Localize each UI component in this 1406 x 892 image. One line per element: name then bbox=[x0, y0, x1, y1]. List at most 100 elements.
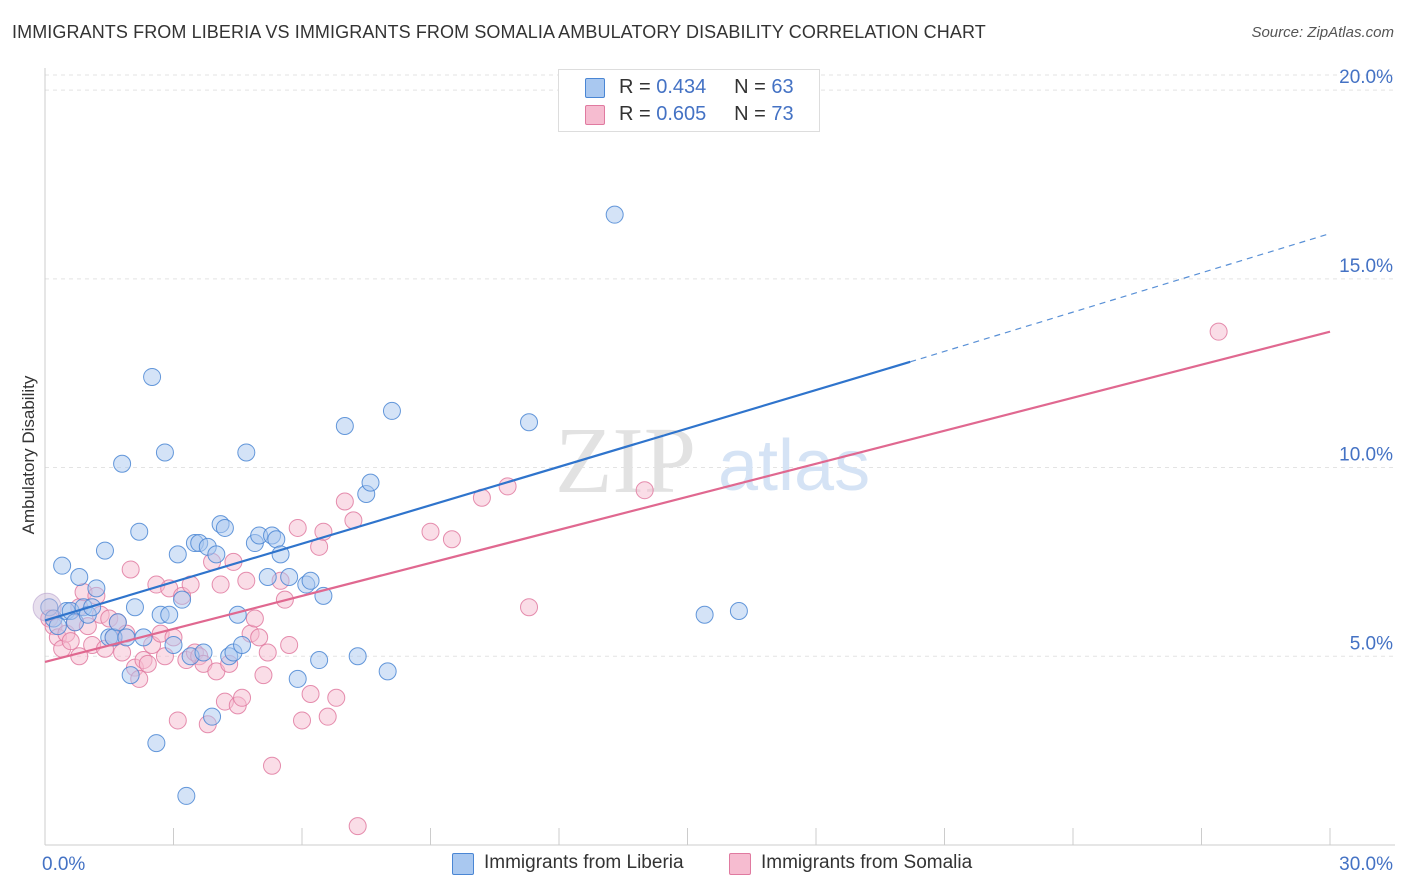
liberia-point bbox=[288, 669, 307, 688]
somalia-point bbox=[327, 688, 346, 707]
somalia-trend-line bbox=[44, 330, 1331, 664]
liberia-point bbox=[125, 598, 144, 617]
liberia-point bbox=[335, 417, 354, 436]
liberia-point bbox=[164, 635, 183, 654]
liberia-point bbox=[301, 571, 320, 590]
liberia-point bbox=[130, 522, 149, 541]
liberia-point bbox=[108, 613, 127, 632]
somalia-point bbox=[168, 711, 187, 730]
somalia-point bbox=[520, 598, 539, 617]
somalia-point bbox=[288, 518, 307, 537]
somalia-point bbox=[1209, 322, 1228, 341]
liberia-point bbox=[87, 579, 106, 598]
liberia-point bbox=[194, 643, 213, 662]
liberia-point bbox=[173, 590, 192, 609]
n-label: N = bbox=[734, 103, 766, 125]
somalia-point bbox=[61, 632, 80, 651]
liberia-point bbox=[348, 647, 367, 666]
liberia-point bbox=[215, 518, 234, 537]
liberia-n-value: 63 bbox=[771, 76, 794, 98]
somalia-point bbox=[211, 575, 230, 594]
liberia-point bbox=[155, 443, 174, 462]
y-axis-label: Ambulatory Disability bbox=[19, 375, 38, 534]
liberia-point bbox=[271, 545, 290, 564]
liberia-point bbox=[237, 443, 256, 462]
liberia-points bbox=[32, 205, 748, 805]
liberia-point bbox=[95, 541, 114, 560]
r-label: R = bbox=[619, 103, 651, 125]
liberia-trend-line bbox=[44, 360, 911, 622]
liberia-point bbox=[121, 666, 140, 685]
liberia-point bbox=[310, 651, 329, 670]
somalia-point bbox=[121, 560, 140, 579]
somalia-point bbox=[138, 654, 157, 673]
liberia-point bbox=[207, 545, 226, 564]
y-tick-label: 20.0% bbox=[1339, 67, 1393, 88]
watermark-atlas: atlas bbox=[718, 426, 870, 506]
y-tick-label: 15.0% bbox=[1339, 256, 1393, 277]
y-tick-label: 10.0% bbox=[1339, 445, 1393, 466]
liberia-r-value: 0.434 bbox=[656, 76, 707, 98]
liberia-point bbox=[160, 605, 179, 624]
liberia-legend-label: Immigrants from Liberia bbox=[484, 852, 684, 873]
somalia-point bbox=[293, 711, 311, 730]
x-tick-label-min: 0.0% bbox=[42, 854, 85, 875]
somalia-point bbox=[280, 635, 299, 654]
liberia-legend-swatch bbox=[452, 853, 474, 875]
somalia-r-value: 0.605 bbox=[656, 103, 707, 125]
correlation-legend: R = 0.434 N = 63 R = 0.605 N = 73 bbox=[558, 69, 820, 132]
liberia-point bbox=[729, 601, 748, 620]
n-label: N = bbox=[734, 76, 766, 98]
somalia-point bbox=[263, 756, 282, 775]
liberia-point bbox=[147, 734, 166, 753]
liberia-swatch bbox=[585, 78, 605, 98]
somalia-point bbox=[442, 530, 461, 549]
liberia-point bbox=[280, 568, 299, 587]
somalia-point bbox=[335, 492, 354, 511]
liberia-trend-extension bbox=[910, 232, 1331, 363]
liberia-point bbox=[378, 662, 397, 681]
somalia-point bbox=[301, 685, 320, 704]
somalia-points bbox=[40, 322, 1228, 836]
somalia-n-value: 73 bbox=[771, 103, 794, 125]
liberia-point bbox=[177, 786, 196, 805]
x-tick-label-max: 30.0% bbox=[1339, 854, 1393, 875]
liberia-point bbox=[113, 454, 132, 473]
somalia-point bbox=[237, 571, 256, 590]
r-label: R = bbox=[619, 76, 651, 98]
liberia-point bbox=[53, 556, 72, 575]
somalia-point bbox=[348, 817, 367, 836]
somalia-legend-swatch bbox=[729, 853, 751, 875]
liberia-point bbox=[605, 205, 624, 224]
liberia-point bbox=[520, 413, 539, 432]
somalia-point bbox=[113, 643, 132, 662]
x-tick-labels: 0.0% 30.0% bbox=[42, 854, 1393, 875]
liberia-point bbox=[361, 473, 380, 492]
y-tick-labels: 5.0% 10.0% 15.0% 20.0% bbox=[1339, 67, 1393, 654]
somalia-point bbox=[233, 688, 252, 707]
liberia-point bbox=[695, 605, 714, 624]
y-tick-label: 5.0% bbox=[1350, 633, 1393, 654]
trend-lines bbox=[44, 232, 1331, 664]
somalia-point bbox=[254, 666, 273, 685]
somalia-point bbox=[498, 477, 517, 496]
liberia-point bbox=[382, 401, 401, 420]
somalia-legend-label: Immigrants from Somalia bbox=[761, 852, 973, 873]
source-label: Source: ZipAtlas.com bbox=[1251, 24, 1394, 41]
grid-lines bbox=[45, 74, 1395, 657]
overlap-point bbox=[32, 592, 62, 622]
somalia-point bbox=[635, 481, 654, 500]
liberia-point bbox=[168, 545, 187, 564]
liberia-point bbox=[233, 635, 252, 654]
somalia-point bbox=[421, 522, 440, 541]
somalia-point bbox=[318, 707, 337, 726]
liberia-point bbox=[203, 707, 222, 726]
somalia-point bbox=[250, 628, 269, 647]
liberia-point bbox=[267, 530, 286, 549]
axes bbox=[44, 68, 1395, 846]
chart-title: IMMIGRANTS FROM LIBERIA VS IMMIGRANTS FR… bbox=[12, 22, 986, 42]
watermark: ZIP atlas bbox=[555, 409, 870, 513]
liberia-point bbox=[143, 367, 162, 386]
liberia-point bbox=[70, 568, 89, 587]
